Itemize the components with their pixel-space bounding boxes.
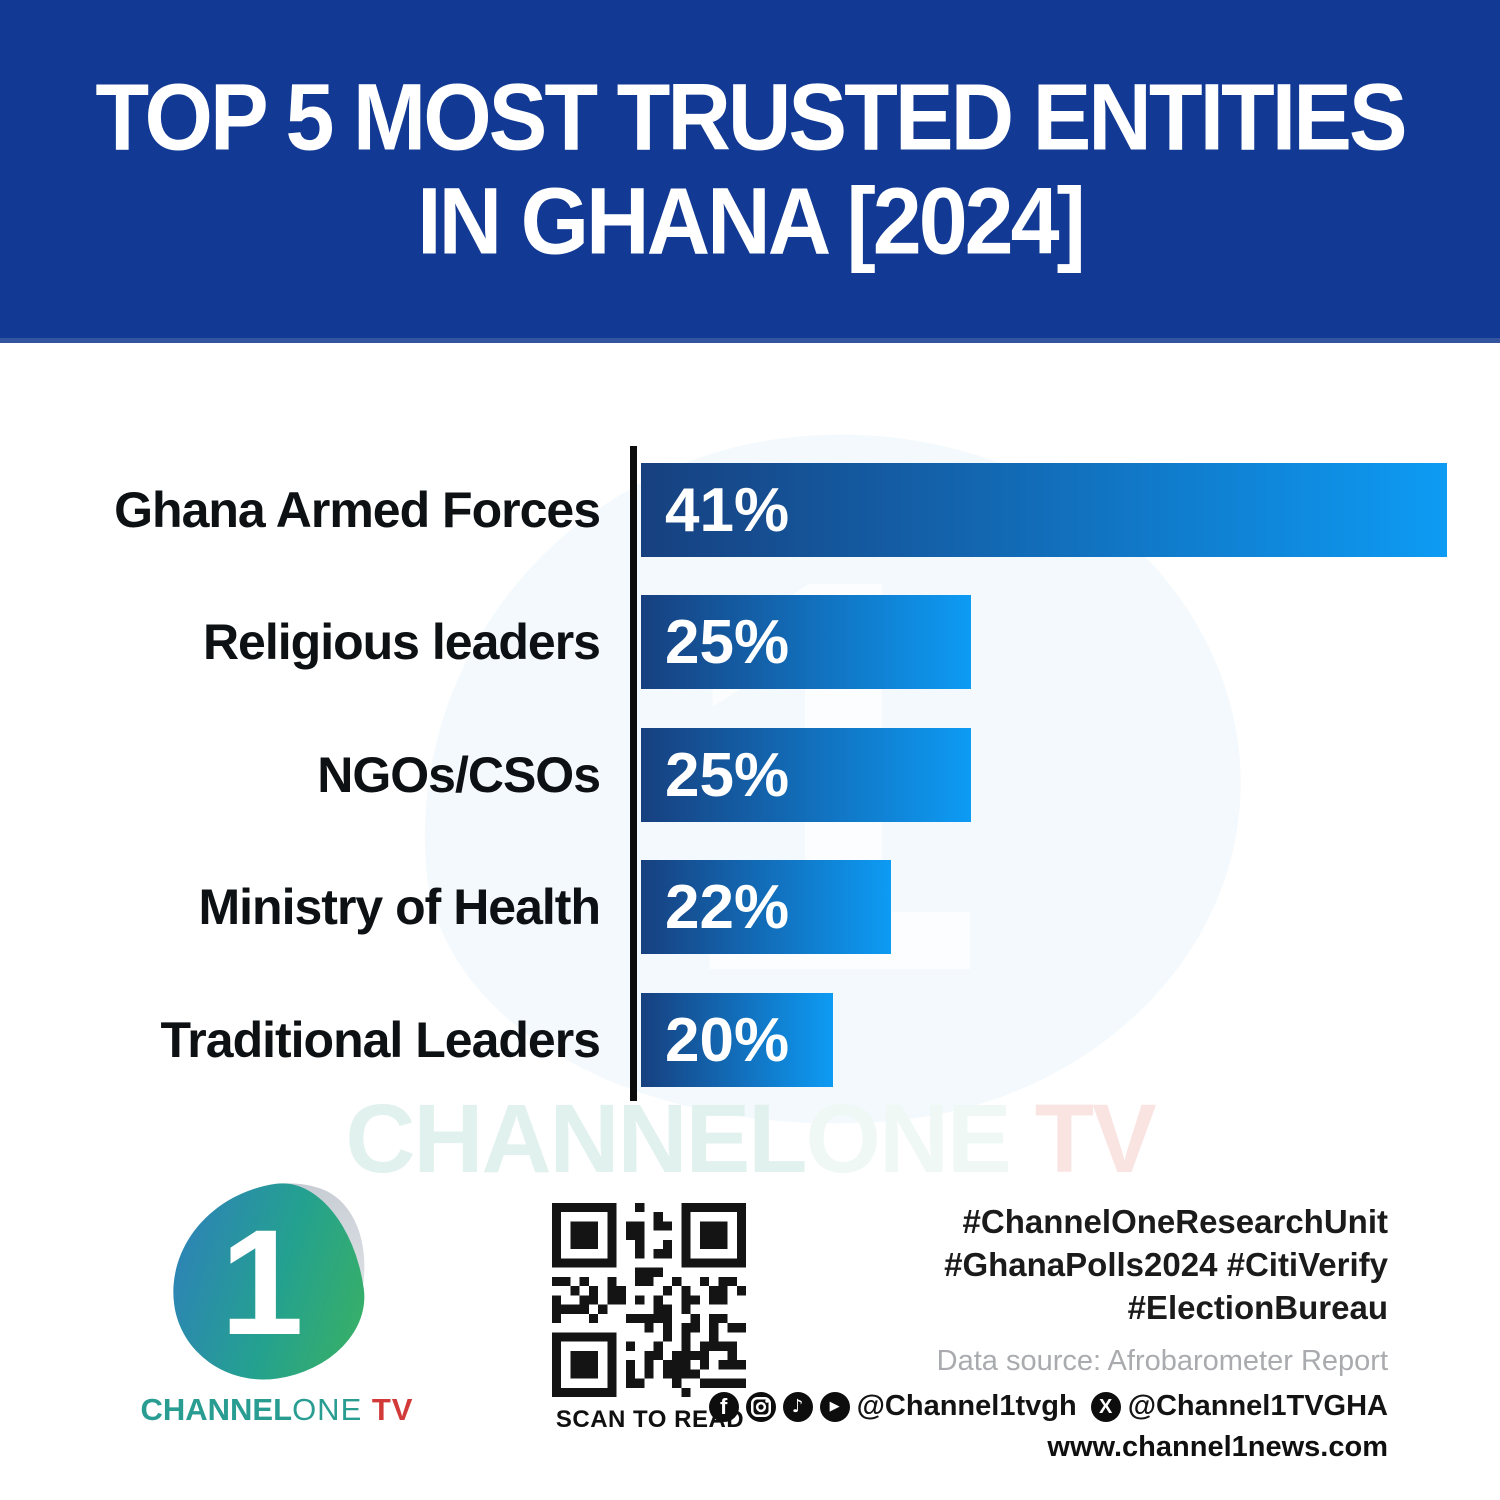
social-row: f ♪ ▶ @Channel1tvgh X @Channel1TVGHA [708, 1390, 1388, 1423]
logo-numeral: 1 [220, 1198, 304, 1366]
bar-category-label: Traditional Leaders [160, 1012, 601, 1068]
chart-axis-line [630, 446, 637, 1101]
bar: 25% [641, 728, 971, 822]
watermark-tv: TV [1009, 1084, 1157, 1193]
website-url: www.channel1news.com [1047, 1431, 1388, 1463]
hashtag-line-3: #ElectionBureau [1127, 1289, 1388, 1326]
data-source-text: Data source: Afrobarometer Report [936, 1345, 1388, 1377]
bar-value-label: 22% [665, 872, 790, 942]
bar-category-label: Ministry of Health [198, 879, 601, 935]
facebook-icon: f [708, 1391, 739, 1422]
hashtag-line-2: #GhanaPolls2024 #CitiVerify [944, 1246, 1388, 1283]
qr-code-pattern [552, 1203, 746, 1397]
bar: 20% [641, 993, 833, 1087]
x-icon: X [1090, 1391, 1121, 1422]
brand-one: ONE [292, 1392, 363, 1427]
social-handle-main: @Channel1tvgh [856, 1390, 1077, 1422]
brand-tv: TV [362, 1392, 414, 1427]
brand-wordmark: CHANNELONE TV [137, 1392, 417, 1428]
bar-category-label: NGOs/CSOs [317, 747, 601, 803]
social-handle-x: @Channel1TVGHA [1127, 1390, 1388, 1422]
bar: 41% [641, 463, 1447, 557]
bar-category-label: Religious leaders [202, 614, 601, 670]
bar-value-label: 20% [665, 1005, 790, 1075]
instagram-icon [745, 1391, 776, 1422]
page-title-line1: TOP 5 MOST TRUSTED ENTITIES [95, 62, 1407, 170]
channel-one-logo: 1 [150, 1153, 393, 1401]
watermark-one: ONE [805, 1084, 1012, 1193]
bar-value-label: 41% [665, 475, 790, 545]
bar-value-label: 25% [665, 740, 790, 810]
tiktok-icon: ♪ [782, 1391, 813, 1422]
bar: 22% [641, 860, 891, 954]
page-title-line2: IN GHANA [2024] [417, 167, 1086, 274]
watermark-channel: CHANNEL [345, 1084, 807, 1193]
bar: 25% [641, 595, 971, 689]
bar-category-label: Ghana Armed Forces [114, 482, 601, 538]
footer-right-column: #ChannelOneResearchUnit #GhanaPolls2024 … [708, 1200, 1388, 1464]
brand-channel: CHANNEL [140, 1392, 293, 1427]
youtube-icon: ▶ [819, 1391, 850, 1422]
bar-value-label: 25% [665, 607, 790, 677]
qr-code [552, 1203, 746, 1397]
hashtag-line-1: #ChannelOneResearchUnit [962, 1203, 1388, 1240]
header-banner: TOP 5 MOST TRUSTED ENTITIES IN GHANA [20… [0, 0, 1500, 343]
channel-one-watermark-text: CHANNELONE TV [0, 1083, 1500, 1195]
